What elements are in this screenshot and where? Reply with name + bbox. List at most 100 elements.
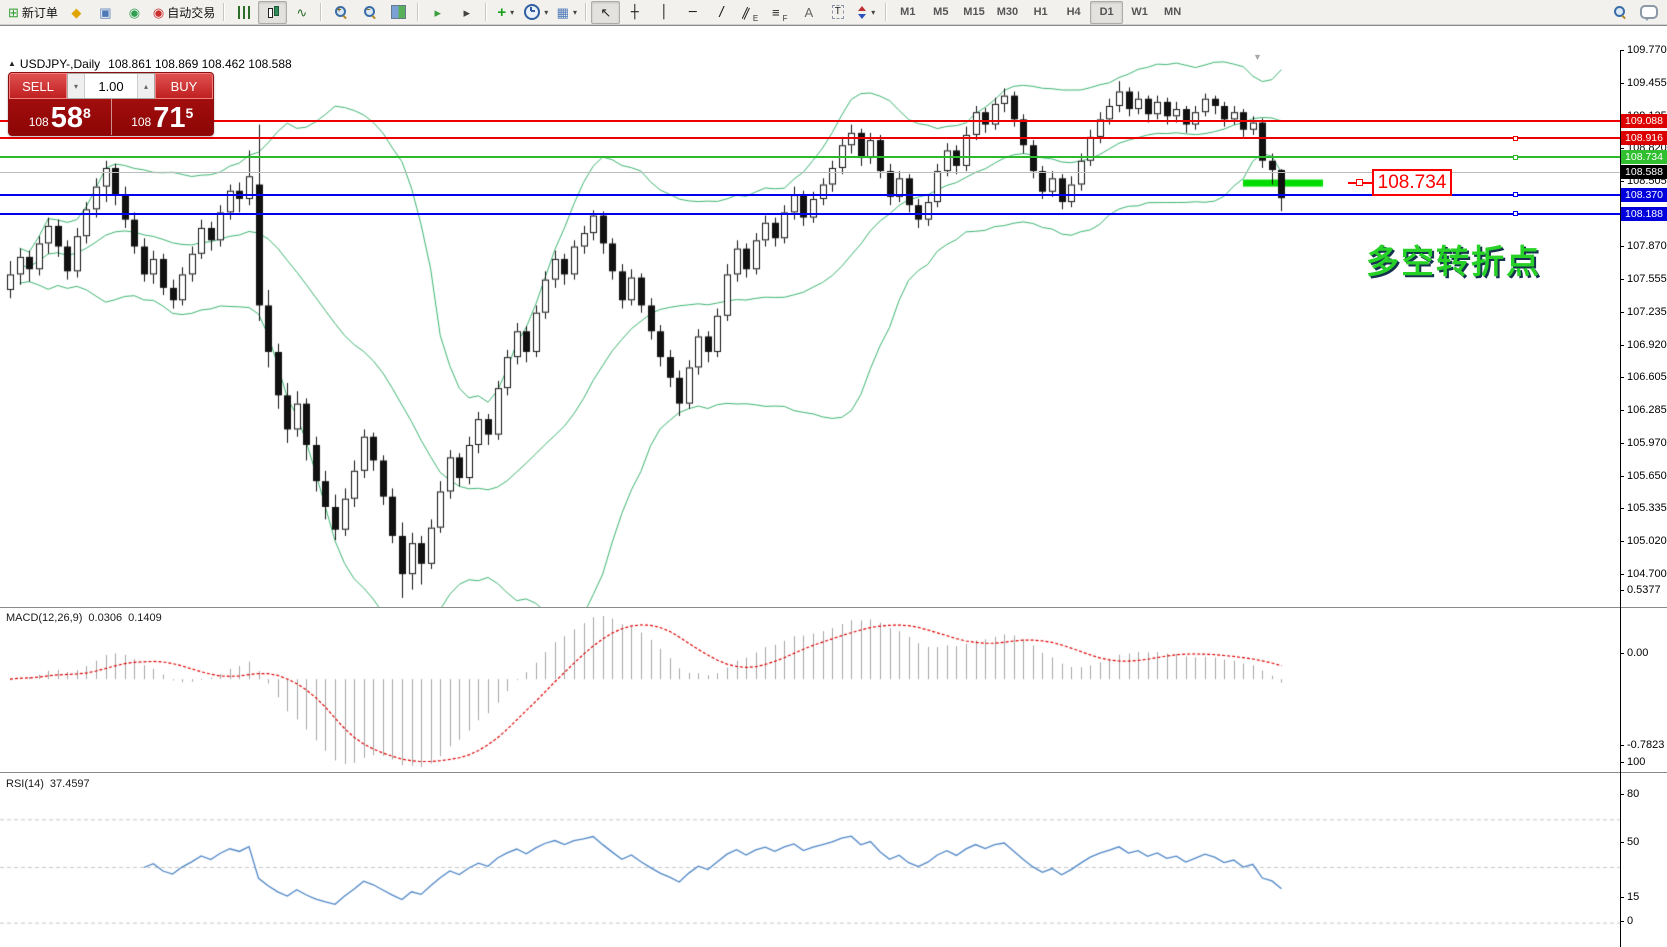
search-button[interactable] bbox=[1605, 1, 1634, 24]
price-tick-mark bbox=[1620, 180, 1624, 182]
volume-down-button[interactable]: ▾ bbox=[68, 74, 85, 98]
rsi-panel-separator[interactable] bbox=[0, 772, 1667, 774]
periods-caret[interactable]: ▾ bbox=[544, 7, 549, 17]
hline-108.370[interactable] bbox=[0, 193, 1620, 196]
auto-scroll-icon: ▸ bbox=[434, 4, 442, 20]
chart-shift-marker[interactable]: ▼ bbox=[1253, 52, 1262, 62]
profiles-button[interactable]: ▣ bbox=[91, 1, 120, 24]
macd-panel-canvas[interactable] bbox=[0, 609, 1620, 773]
buy-price-big: 71 bbox=[153, 102, 186, 134]
templates-caret[interactable]: ▾ bbox=[572, 7, 577, 17]
toolbar-separator bbox=[485, 3, 488, 21]
hline-handle[interactable] bbox=[1513, 211, 1518, 216]
price-callout-box[interactable]: 108.734 bbox=[1372, 169, 1452, 196]
fibonacci-button[interactable]: ≡ F bbox=[765, 1, 794, 24]
new-order-label: 新订单 bbox=[21, 5, 58, 20]
arrows-button[interactable]: ▾ bbox=[852, 1, 881, 24]
new-order-icon: ⊞ bbox=[8, 4, 19, 20]
timeframe-h4-button[interactable]: H4 bbox=[1066, 6, 1081, 18]
rsi-panel-canvas[interactable] bbox=[0, 775, 1620, 947]
cursor-icon: ↖ bbox=[600, 4, 612, 20]
price-tick-mark bbox=[1620, 148, 1624, 150]
trendline-button[interactable]: / bbox=[707, 1, 736, 24]
toolbar-separator bbox=[320, 3, 323, 21]
indicators-caret[interactable]: ▾ bbox=[510, 7, 515, 17]
volume-up-button[interactable]: ▴ bbox=[137, 74, 154, 98]
macd-tick-mark bbox=[1620, 590, 1624, 591]
market-watch-button[interactable]: ◉ bbox=[120, 1, 149, 24]
cursor-button[interactable]: ↖ bbox=[591, 0, 621, 24]
macd-name: MACD(12,26,9) bbox=[6, 612, 83, 624]
timeframe-m15-button[interactable]: M15 bbox=[963, 6, 985, 18]
zoom-out-button[interactable]: − bbox=[355, 1, 384, 24]
buy-button[interactable]: BUY bbox=[155, 73, 213, 99]
price-tick-mark bbox=[1620, 246, 1624, 248]
hline-108.588[interactable] bbox=[0, 171, 1620, 173]
toolbar-separator bbox=[417, 3, 420, 21]
price-chart-canvas[interactable] bbox=[0, 51, 1620, 609]
indicators-button[interactable]: + ▾ bbox=[491, 1, 520, 24]
buy-price[interactable]: 108 71 5 bbox=[112, 99, 214, 135]
line-chart-button[interactable]: ∿ bbox=[287, 1, 316, 24]
hline-handle[interactable] bbox=[1513, 135, 1518, 141]
price-tick-label: 106.605 bbox=[1627, 371, 1667, 384]
hline-108.916[interactable] bbox=[0, 137, 1620, 140]
crosshair-icon: ┼ bbox=[630, 4, 639, 20]
channel-icon: ∥ bbox=[740, 3, 753, 21]
candlesticks-button[interactable] bbox=[258, 0, 288, 24]
timeframe-w1-button[interactable]: W1 bbox=[1131, 6, 1148, 18]
sell-button[interactable]: SELL bbox=[9, 73, 67, 99]
horizontal-line-button[interactable]: ─ bbox=[678, 1, 707, 24]
auto-scroll-button[interactable]: ▸ bbox=[423, 1, 452, 24]
search-icon bbox=[1613, 5, 1627, 19]
timeframe-m30-button[interactable]: M30 bbox=[996, 6, 1019, 18]
market-watch-icon: ◉ bbox=[128, 4, 141, 20]
price-tick-label: 109.455 bbox=[1627, 76, 1667, 89]
toolbar-separator bbox=[885, 3, 888, 21]
rsi-tick-label: 50 bbox=[1627, 835, 1640, 848]
hline-price-label: 108.188 bbox=[1621, 206, 1667, 221]
timeframe-m1-button[interactable]: M1 bbox=[900, 6, 916, 18]
text-label-button[interactable]: T bbox=[823, 1, 852, 24]
hline-108.734[interactable] bbox=[0, 156, 1620, 159]
timeframe-d1-button[interactable]: D1 bbox=[1090, 0, 1124, 24]
templates-button[interactable]: ▦ ▾ bbox=[552, 1, 581, 24]
chat-button[interactable] bbox=[1634, 1, 1663, 24]
arrows-caret[interactable]: ▾ bbox=[871, 7, 876, 17]
price-tick-label: 105.020 bbox=[1627, 534, 1667, 547]
bar-chart-button[interactable] bbox=[229, 1, 258, 24]
price-tick-mark bbox=[1620, 475, 1624, 477]
volume-value[interactable]: 1.00 bbox=[98, 78, 124, 94]
chart-shift-button[interactable]: ▸ bbox=[452, 1, 481, 24]
timeframe-mn-button[interactable]: MN bbox=[1164, 6, 1182, 18]
hline-108.188[interactable] bbox=[0, 212, 1620, 215]
vertical-line-button[interactable]: │ bbox=[649, 1, 678, 24]
chinese-annotation[interactable]: 多空转折点 bbox=[1366, 243, 1541, 280]
crosshair-button[interactable]: ┼ bbox=[620, 1, 649, 24]
vertical-line-icon: │ bbox=[659, 4, 668, 20]
auto-trading-button[interactable]: ◉ 自动交易 bbox=[149, 1, 219, 24]
hline-109.088[interactable] bbox=[0, 119, 1620, 122]
new-order-button[interactable]: ⊞ 新订单 bbox=[4, 1, 62, 24]
collapse-panel-icon[interactable]: ▲ bbox=[8, 59, 16, 68]
hline-price-label: 108.734 bbox=[1621, 150, 1667, 165]
tile-windows-button[interactable] bbox=[384, 1, 413, 24]
periods-button[interactable]: ▾ bbox=[520, 1, 552, 24]
candlesticks-icon bbox=[266, 5, 280, 19]
price-tick-label: 105.650 bbox=[1627, 469, 1667, 482]
new-chart-button[interactable]: ◆ bbox=[62, 1, 91, 24]
price-callout-anchor[interactable] bbox=[1356, 179, 1363, 186]
text-button[interactable]: A bbox=[794, 1, 823, 24]
macd-tick-label: 0.00 bbox=[1627, 647, 1649, 660]
sell-price[interactable]: 108 58 8 bbox=[9, 99, 112, 135]
channel-button[interactable]: ∥ E bbox=[736, 1, 765, 24]
hline-handle[interactable] bbox=[1513, 154, 1518, 160]
price-tick-label: 106.920 bbox=[1627, 338, 1667, 351]
timeframe-h1-button[interactable]: H1 bbox=[1033, 6, 1048, 18]
hline-handle[interactable] bbox=[1513, 192, 1518, 198]
macd-panel-separator[interactable] bbox=[0, 607, 1667, 609]
symbol-period: USDJPY-,Daily bbox=[19, 57, 101, 71]
zoom-in-button[interactable]: + bbox=[326, 1, 355, 24]
ohlc-values: 108.861 108.869 108.462 108.588 bbox=[108, 57, 292, 71]
timeframe-m5-button[interactable]: M5 bbox=[933, 6, 949, 18]
